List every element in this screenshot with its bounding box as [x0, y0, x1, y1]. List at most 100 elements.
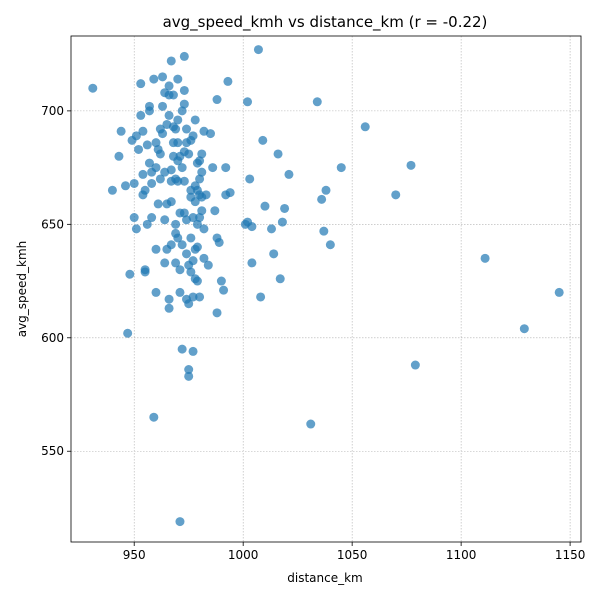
- data-point: [138, 169, 148, 179]
- data-point: [149, 74, 159, 84]
- data-point: [177, 163, 187, 173]
- data-point: [129, 213, 139, 223]
- data-point: [317, 194, 327, 204]
- data-point: [173, 176, 183, 186]
- data-point: [173, 233, 183, 243]
- data-point: [184, 371, 194, 381]
- x-tick-label: 1050: [337, 548, 368, 562]
- x-tick-label: 1000: [228, 548, 259, 562]
- data-point: [223, 76, 233, 86]
- data-point: [190, 115, 200, 125]
- data-point: [253, 45, 263, 55]
- data-point: [140, 267, 150, 277]
- y-axis-label: avg_speed_kmh: [15, 241, 29, 338]
- data-point: [175, 517, 185, 527]
- data-point: [179, 85, 189, 95]
- data-points: [88, 45, 564, 527]
- data-point: [199, 224, 209, 234]
- data-point: [284, 169, 294, 179]
- data-point: [410, 360, 420, 370]
- data-point: [158, 101, 168, 111]
- data-point: [136, 110, 146, 120]
- data-point: [201, 190, 211, 200]
- data-point: [131, 131, 141, 141]
- data-point: [147, 213, 157, 223]
- data-point: [151, 163, 161, 173]
- data-point: [212, 308, 222, 318]
- data-point: [197, 149, 207, 159]
- x-axis-label: distance_km: [287, 571, 363, 585]
- data-point: [151, 244, 161, 254]
- data-point: [177, 106, 187, 116]
- data-point: [188, 346, 198, 356]
- data-point: [221, 163, 231, 173]
- data-point: [269, 249, 279, 259]
- data-point: [107, 185, 117, 195]
- data-point: [120, 181, 130, 191]
- data-point: [247, 258, 257, 268]
- data-point: [134, 144, 144, 154]
- data-point: [160, 258, 170, 268]
- data-point: [114, 151, 124, 161]
- data-point: [164, 110, 174, 120]
- data-point: [166, 197, 176, 207]
- data-point: [360, 122, 370, 132]
- data-point: [131, 224, 141, 234]
- data-point: [208, 163, 218, 173]
- data-point: [177, 344, 187, 354]
- data-point: [171, 124, 181, 134]
- data-point: [195, 156, 205, 166]
- data-point: [258, 135, 268, 145]
- data-point: [212, 95, 222, 105]
- data-point: [321, 185, 331, 195]
- data-point: [116, 126, 126, 136]
- data-point: [129, 178, 139, 188]
- data-point: [144, 158, 154, 168]
- y-tick-label: 700: [41, 104, 64, 118]
- data-point: [171, 258, 181, 268]
- data-point: [155, 174, 165, 184]
- data-point: [267, 224, 277, 234]
- data-point: [171, 219, 181, 229]
- data-point: [195, 213, 205, 223]
- data-point: [182, 249, 192, 259]
- data-point: [175, 287, 185, 297]
- data-point: [138, 126, 148, 136]
- data-point: [210, 206, 220, 216]
- data-point: [142, 140, 152, 150]
- data-point: [166, 240, 176, 250]
- data-point: [188, 256, 198, 266]
- data-point: [160, 215, 170, 225]
- data-point: [199, 253, 209, 263]
- data-point: [173, 138, 183, 148]
- data-point: [192, 219, 202, 229]
- data-point: [554, 287, 564, 297]
- data-point: [179, 99, 189, 109]
- data-point: [177, 240, 187, 250]
- data-point: [136, 79, 146, 89]
- data-point: [175, 265, 185, 275]
- grid-lines: [71, 36, 581, 542]
- data-point: [88, 83, 98, 93]
- data-point: [480, 253, 490, 263]
- data-point: [184, 365, 194, 375]
- data-point: [260, 201, 270, 211]
- data-point: [158, 72, 168, 82]
- data-point: [192, 242, 202, 252]
- data-point: [188, 292, 198, 302]
- data-point: [406, 160, 416, 170]
- data-point: [203, 260, 213, 270]
- data-point: [179, 51, 189, 61]
- data-point: [519, 324, 529, 334]
- data-point: [273, 149, 283, 159]
- data-point: [256, 292, 266, 302]
- data-point: [184, 149, 194, 159]
- data-point: [277, 217, 287, 227]
- x-tick-label: 950: [123, 548, 146, 562]
- data-point: [123, 328, 133, 338]
- x-tick-label: 1150: [555, 548, 586, 562]
- data-point: [319, 226, 329, 236]
- data-point: [149, 412, 159, 422]
- data-point: [142, 219, 152, 229]
